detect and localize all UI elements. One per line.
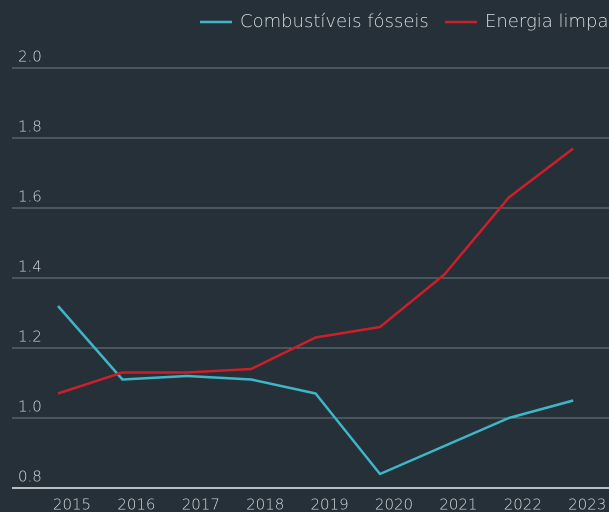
y-tick-label: 1.8 <box>18 118 42 136</box>
y-tick-label: 1.4 <box>18 258 42 276</box>
x-tick-label: 2022 <box>504 496 542 512</box>
line-series <box>57 147 574 395</box>
y-tick-label: 1.6 <box>18 188 42 206</box>
x-tick-label: 2023 <box>568 496 606 512</box>
x-tick-label: 2017 <box>182 496 220 512</box>
x-tick-label: 2020 <box>375 496 413 512</box>
line-series <box>57 305 574 476</box>
y-tick-label: 2.0 <box>18 48 42 66</box>
legend-label: Energia limpa <box>485 11 609 32</box>
x-tick-label: 2021 <box>439 496 477 512</box>
y-tick-label: 1.2 <box>18 328 42 346</box>
x-tick-label: 2015 <box>53 496 91 512</box>
x-tick-label: 2018 <box>246 496 284 512</box>
x-tick-label: 2016 <box>117 496 155 512</box>
y-tick-label: 0.8 <box>18 468 42 486</box>
y-tick-label: 1.0 <box>18 398 42 416</box>
legend-label: Combustíveis fósseis <box>240 11 429 32</box>
x-tick-label: 2019 <box>311 496 349 512</box>
